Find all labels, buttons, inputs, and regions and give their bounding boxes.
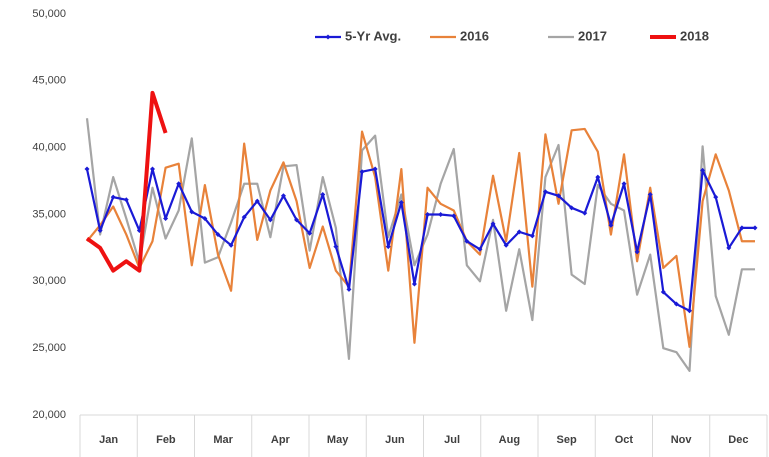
marker [320,191,326,197]
marker [752,225,758,231]
marker [84,166,90,172]
series-line [85,90,168,273]
marker [241,214,247,220]
y-tick-label: 35,000 [32,208,66,220]
marker [149,166,155,172]
x-tick-label: Nov [671,434,693,446]
x-tick-label: Feb [156,434,176,446]
marker [542,189,548,195]
legend-label: 2018 [680,28,709,43]
y-tick-label: 20,000 [32,409,66,421]
x-tick-label: Jun [385,434,405,446]
marker [228,242,234,248]
series-line [85,167,755,312]
x-tick-label: Jan [99,434,118,446]
marker [556,193,562,199]
marker [97,228,103,234]
y-tick-label: 50,000 [32,8,66,20]
legend-label: 2016 [460,28,489,43]
marker [516,229,522,235]
marker [346,286,352,292]
marker [713,194,719,200]
marker [687,308,693,314]
marker [634,249,640,255]
x-tick-label: Sep [557,434,577,446]
x-tick-label: Dec [728,434,748,446]
marker [425,212,431,217]
marker [280,193,286,199]
marker [438,212,444,217]
marker [385,244,391,250]
marker [202,216,208,222]
legend-marker [325,34,331,40]
y-tick-label: 45,000 [32,75,66,87]
marker [673,301,679,307]
x-tick-label: May [327,434,349,446]
legend-label: 2017 [578,28,607,43]
marker [595,174,601,180]
y-tick-label: 25,000 [32,342,66,354]
marker [123,197,129,203]
marker [163,216,169,222]
y-tick-label: 30,000 [32,275,66,287]
marker [267,217,273,223]
marker [411,281,417,287]
marker [189,209,195,215]
marker [608,222,614,228]
marker [254,198,260,204]
marker [503,242,509,248]
marker [333,244,339,250]
marker [739,225,745,231]
marker [398,199,404,205]
x-tick-label: Aug [499,434,520,446]
marker [700,167,706,173]
marker [726,245,732,251]
x-tick-label: Oct [615,434,634,446]
x-tick-label: Mar [213,434,233,446]
marker [647,191,653,197]
legend-label: 5-Yr Avg. [345,28,401,43]
marker [490,221,496,227]
x-tick-label: Jul [444,434,460,446]
marker [451,213,457,219]
marker [215,232,221,238]
marker [464,238,470,244]
marker [569,205,575,211]
marker [176,181,182,187]
marker [621,181,627,187]
marker [372,166,378,172]
marker [660,289,666,295]
marker [110,194,116,200]
marker [529,233,535,239]
marker [477,246,483,252]
y-tick-label: 40,000 [32,142,66,154]
marker [359,169,365,175]
marker [294,217,300,223]
x-tick-label: Apr [271,434,291,446]
marker [307,230,313,236]
marker [582,210,588,216]
